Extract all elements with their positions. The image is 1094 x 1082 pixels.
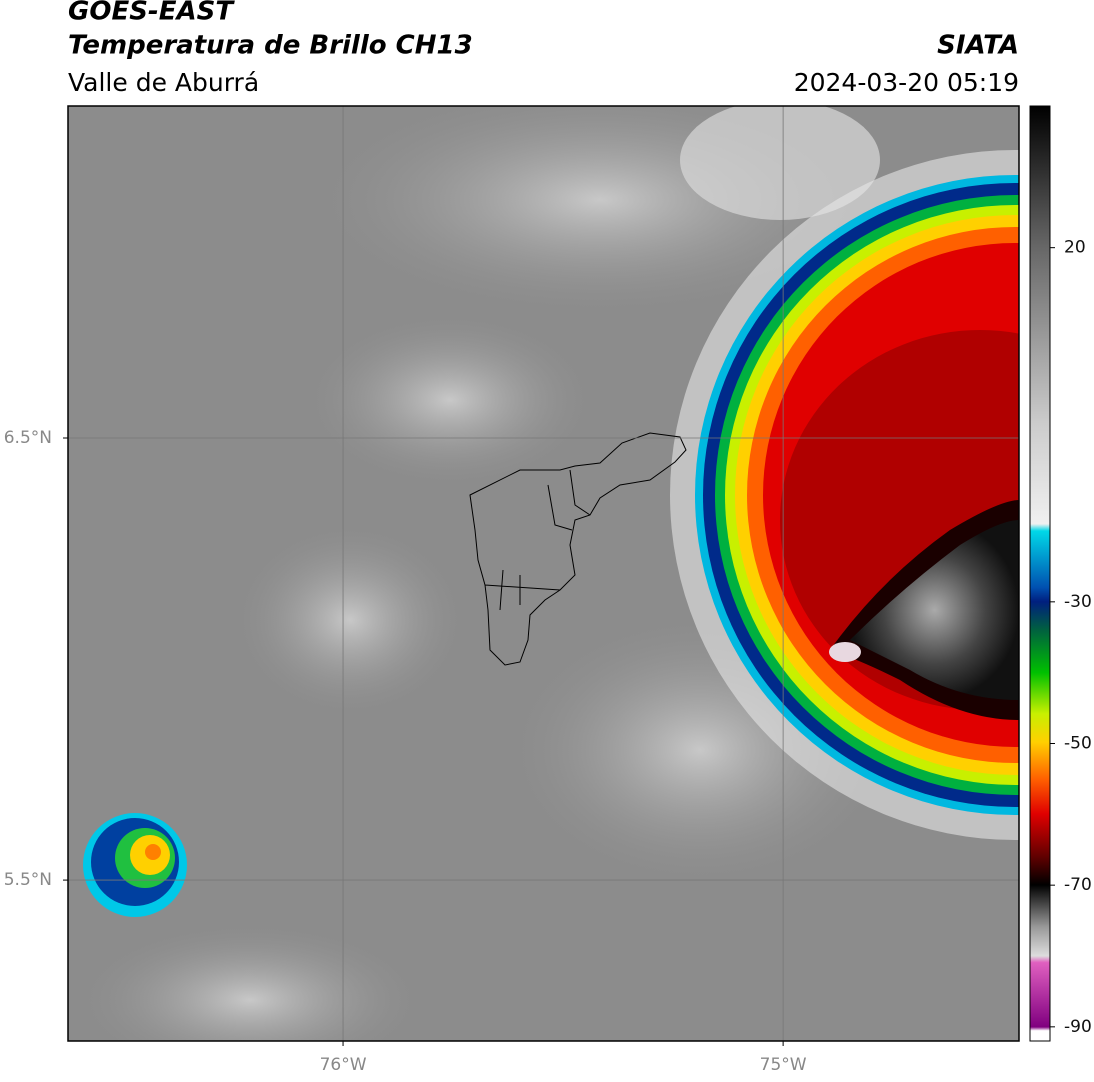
grid (68, 106, 1019, 1041)
subtitle: Temperatura de Brillo CH13 (68, 31, 473, 61)
storm-core (829, 642, 861, 662)
storm (145, 844, 161, 860)
y-tick-label: 6.5°N (4, 428, 52, 448)
y-tick-label: 5.5°N (4, 870, 52, 890)
cloud (230, 520, 470, 720)
colorbar-label: -90 (1064, 1017, 1092, 1037)
satellite-image (68, 106, 1019, 1041)
valley-outline (469, 432, 687, 666)
x-tick-label: 75°W (760, 1055, 807, 1075)
region: Valle de Aburrá (68, 68, 259, 97)
source: SIATA (937, 31, 1019, 61)
colorbar (1029, 105, 1051, 1042)
x-tick-label: 76°W (320, 1055, 367, 1075)
map-frame (67, 105, 1020, 1042)
cloud (70, 920, 430, 1041)
colorbar-label: -50 (1064, 734, 1092, 754)
ticks: 76°W 75°W 6.5°N 5.5°N 20 -30 -50 -70 -90 (4, 238, 1092, 1075)
cloud (300, 310, 600, 490)
timestamp: 2024-03-20 05:19 (794, 68, 1019, 97)
cloud (680, 106, 880, 220)
storm-core (850, 520, 1019, 700)
colorbar-label: 20 (1064, 238, 1086, 258)
colorbar-label: -70 (1064, 875, 1092, 895)
title: GOES-EAST (68, 0, 235, 27)
colorbar-label: -30 (1064, 592, 1092, 612)
